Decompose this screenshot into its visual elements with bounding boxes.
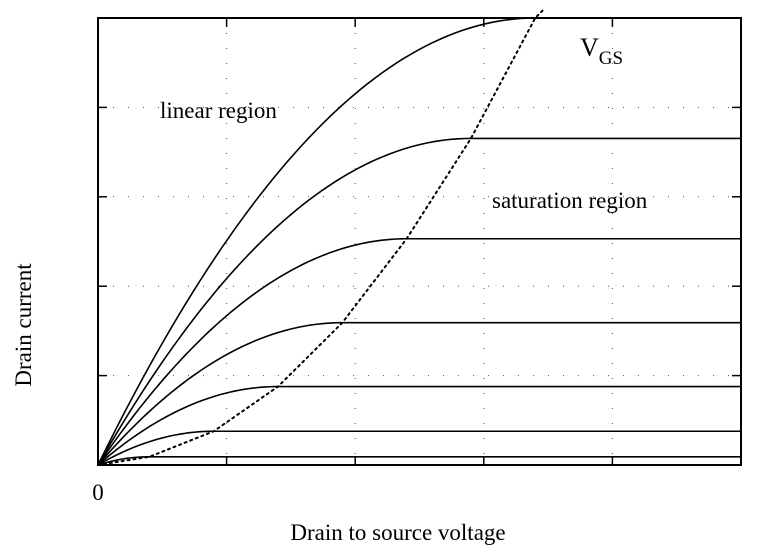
vgs-annotation: VGS — [580, 33, 623, 69]
curves-group — [97, 17, 741, 466]
saturation-region-annotation: saturation region — [492, 188, 648, 213]
plot-frame — [97, 17, 742, 466]
vgs-subscript: GS — [599, 48, 623, 69]
origin-label: 0 — [92, 480, 104, 505]
saturation-boundary-curve — [97, 7, 546, 466]
curve-7 — [97, 455, 741, 466]
x-axis-label: Drain to source voltage — [290, 520, 505, 545]
curve-4 — [97, 321, 741, 466]
curve-5 — [97, 385, 741, 466]
vgs-letter: V — [580, 33, 599, 62]
grid — [98, 18, 741, 465]
ticks-group — [98, 18, 741, 465]
y-axis-label: Drain current — [11, 263, 36, 387]
curve-6 — [97, 430, 741, 466]
linear-region-annotation: linear region — [160, 98, 277, 123]
curve-3 — [97, 237, 741, 466]
curve-2 — [97, 137, 741, 466]
saturation-boundary-group — [97, 7, 546, 466]
curve-1 — [97, 17, 741, 466]
